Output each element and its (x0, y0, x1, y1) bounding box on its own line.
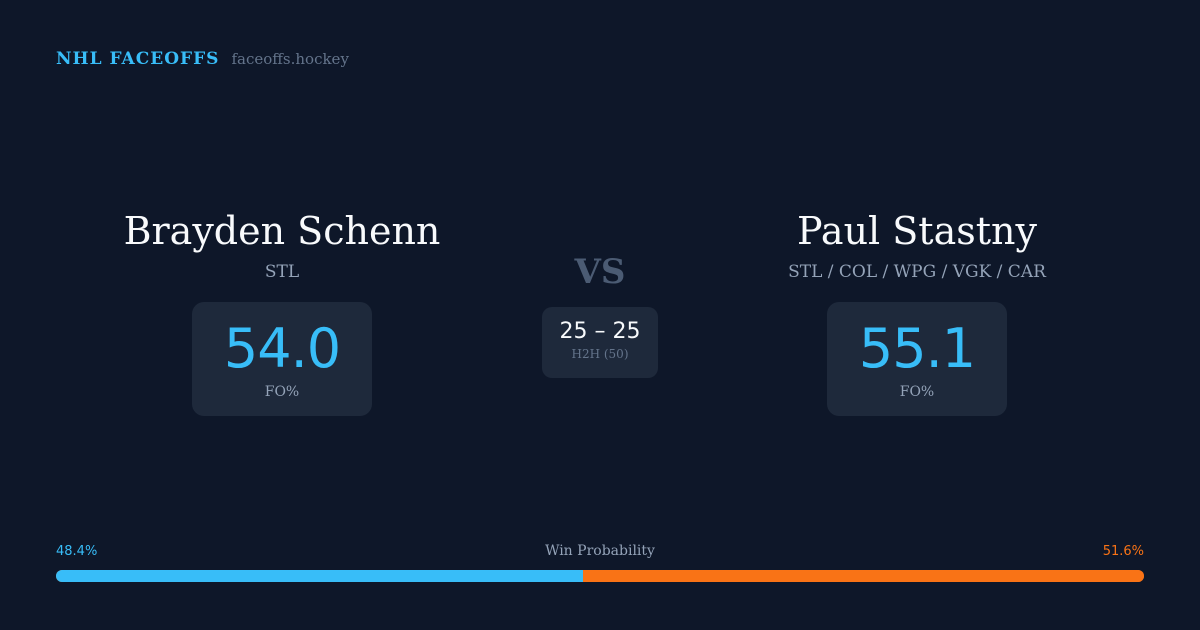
player-b-fo-pct: 55.1 (858, 317, 976, 380)
win-prob-bar-b (582, 570, 1144, 582)
player-a-teams: STL (264, 262, 300, 282)
win-prob-a-label: 48.4% (56, 544, 98, 559)
player-a-fo-pct: 54.0 (223, 317, 341, 380)
player-a-name: Brayden Schenn (123, 209, 441, 253)
player-b-panel: Paul Stastny STL / COL / WPG / VGK / CAR… (657, 206, 1177, 416)
win-prob-bar-a (56, 570, 583, 582)
win-prob-title: Win Probability (545, 543, 655, 559)
brand-title: NHL FACEOFFS (56, 49, 220, 69)
player-b-fo-card: 55.1 FO% (826, 302, 1008, 416)
player-b-name: Paul Stastny (797, 209, 1037, 253)
player-b-teams: STL / COL / WPG / VGK / CAR (788, 262, 1046, 282)
h2h-card: 25 – 25 H2H (50) (542, 307, 658, 378)
player-a-panel: Brayden Schenn STL 54.0 FO% (22, 206, 542, 416)
player-b-fo-label: FO% (899, 384, 935, 400)
brand-header: NHL FACEOFFS faceoffs.hockey (56, 49, 349, 69)
h2h-score: 25 – 25 (559, 319, 641, 344)
brand-url: faceoffs.hockey (231, 50, 349, 68)
h2h-label: H2H (50) (571, 347, 629, 361)
win-prob-b-label: 51.6% (1102, 544, 1144, 559)
player-a-fo-label: FO% (264, 384, 300, 400)
win-prob-bar (56, 570, 1144, 582)
player-a-fo-card: 54.0 FO% (191, 302, 373, 416)
vs-label: VS (574, 252, 626, 292)
